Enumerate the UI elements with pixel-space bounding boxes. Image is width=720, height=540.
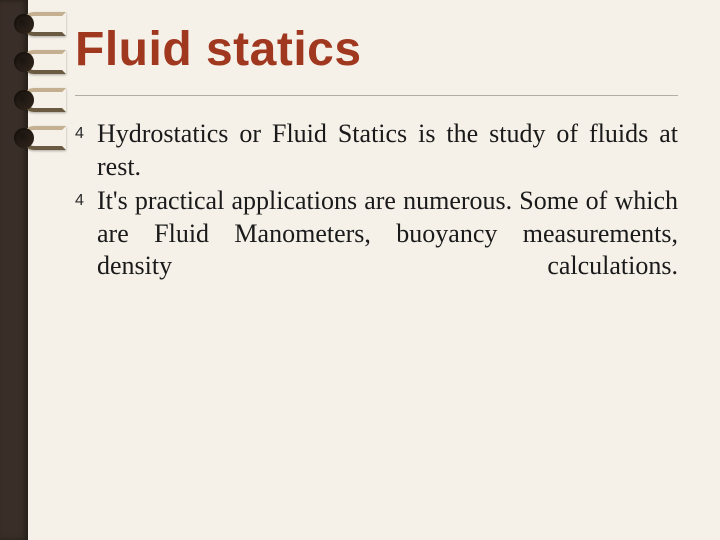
- binder-ring: [14, 8, 72, 40]
- bullet-text: Hydrostatics or Fluid Statics is the stu…: [97, 118, 678, 183]
- bullet-list: 4Hydrostatics or Fluid Statics is the st…: [75, 118, 678, 283]
- binder-ring: [14, 46, 72, 78]
- bullet-glyph: 4: [75, 118, 97, 150]
- bullet-glyph: 4: [75, 185, 97, 217]
- slide-title: Fluid statics: [75, 22, 678, 77]
- binder-ring: [14, 84, 72, 116]
- notebook-binding: [0, 0, 28, 540]
- bullet-item: 4Hydrostatics or Fluid Statics is the st…: [75, 118, 678, 183]
- slide-content: Fluid statics 4Hydrostatics or Fluid Sta…: [75, 22, 678, 285]
- bullet-text: It's practical applications are numerous…: [97, 185, 678, 283]
- binder-ring: [14, 122, 72, 154]
- title-divider: [75, 95, 678, 96]
- bullet-item: 4It's practical applications are numerou…: [75, 185, 678, 283]
